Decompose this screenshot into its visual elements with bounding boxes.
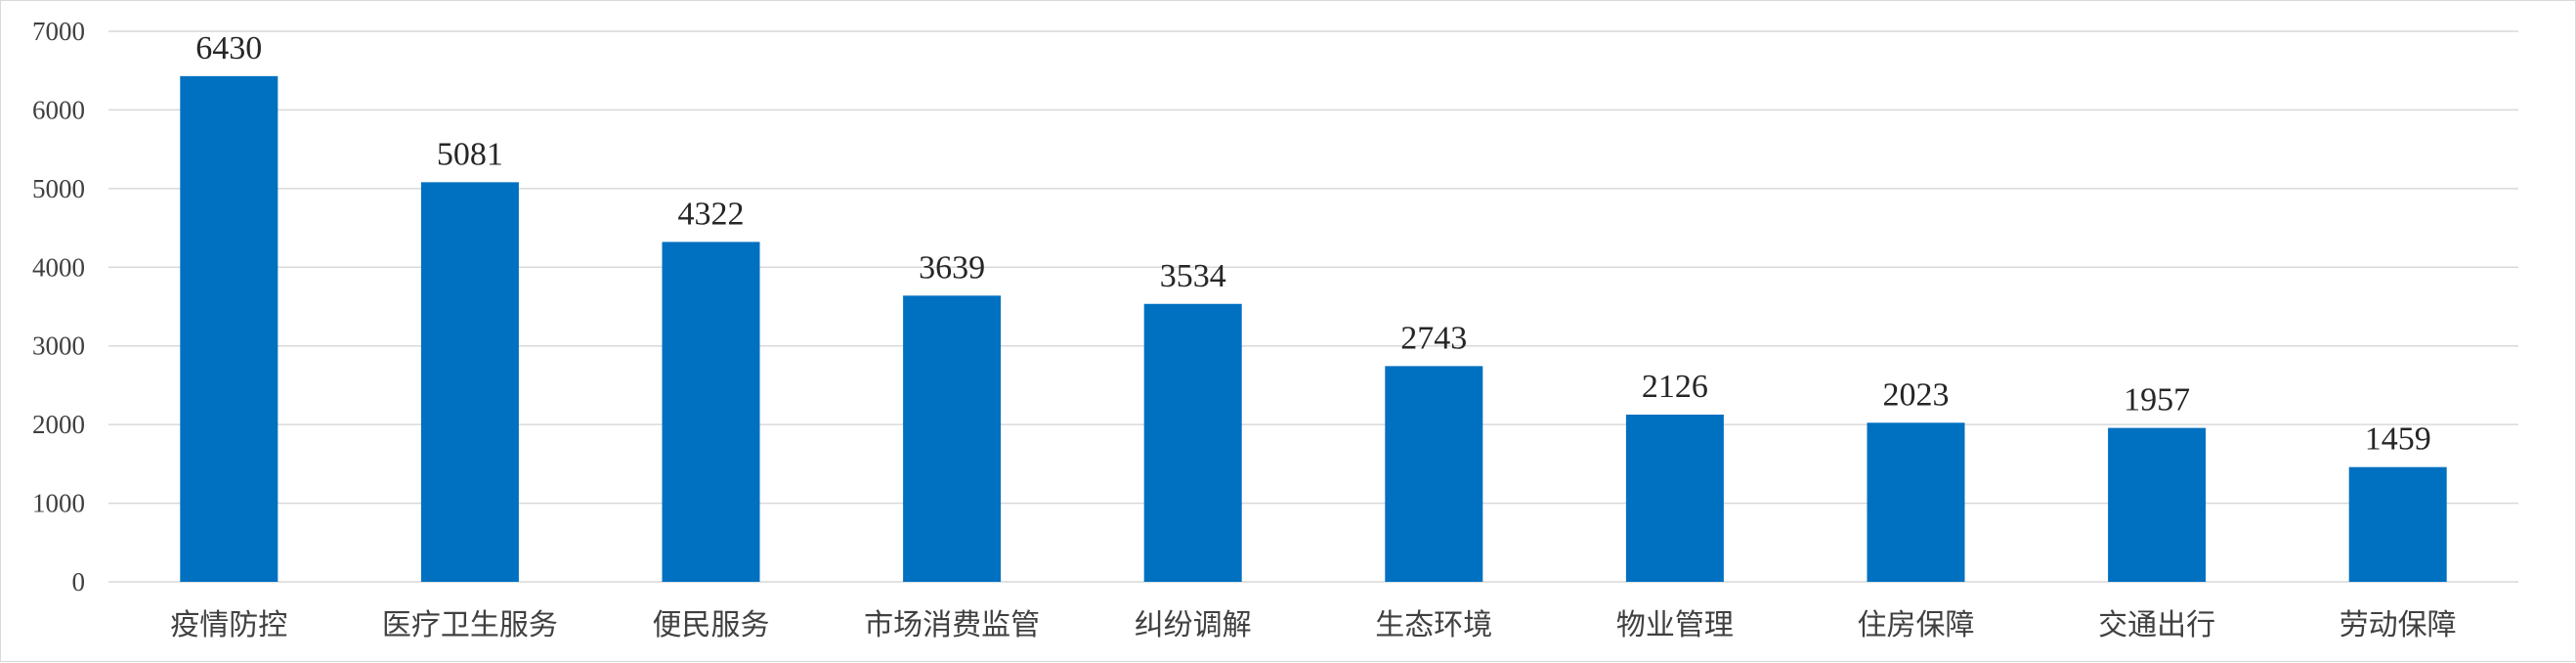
category-label: 交通出行 (2098, 608, 2215, 642)
bar (1625, 415, 1724, 582)
data-label: 2743 (1400, 320, 1467, 356)
y-tick-label: 3000 (32, 332, 85, 361)
data-label: 3534 (1160, 258, 1226, 294)
bar (1385, 366, 1483, 582)
data-label: 4322 (678, 196, 745, 232)
data-label: 6430 (195, 30, 262, 66)
y-tick-label: 6000 (32, 95, 85, 124)
category-label: 劳动保障 (2340, 608, 2457, 642)
data-label: 2126 (1642, 369, 1708, 405)
y-tick-label: 4000 (32, 252, 85, 282)
bar (1867, 422, 1965, 582)
category-label: 住房保障 (1858, 608, 1975, 642)
bar (2108, 427, 2207, 582)
category-label: 便民服务 (653, 608, 770, 642)
category-labels: 疫情防控 医疗卫生服务 便民服务 市场消费监管 纠纷调解 生态环境 物业管理 住房保障 交通出行… (170, 608, 2456, 642)
category-label: 医疗卫生服务 (382, 608, 558, 642)
category-label: 疫情防控 (170, 608, 287, 642)
y-axis-tick-labels: 0 1000 2000 3000 4000 5000 6000 7000 (32, 17, 85, 597)
bars (180, 75, 2447, 583)
category-label: 生态环境 (1375, 608, 1492, 642)
bar (180, 75, 279, 582)
data-label: 5081 (437, 136, 503, 172)
bar (903, 295, 1002, 582)
data-label: 1459 (2365, 421, 2431, 458)
data-label: 1957 (2124, 382, 2190, 419)
category-label: 市场消费监管 (864, 608, 1040, 642)
category-label: 物业管理 (1616, 608, 1734, 642)
data-labels: 6430 5081 4322 3639 3534 2743 2126 2023 1957 1459 (195, 30, 2430, 458)
y-tick-label: 1000 (32, 489, 85, 518)
y-tick-label: 0 (72, 567, 86, 597)
data-label: 2023 (1883, 376, 1950, 413)
bar (1143, 303, 1242, 582)
y-tick-label: 2000 (32, 410, 85, 439)
data-label: 3639 (919, 249, 985, 286)
bar (420, 182, 519, 583)
y-tick-label: 7000 (32, 17, 85, 46)
y-tick-label: 5000 (32, 174, 85, 203)
category-label: 纠纷调解 (1135, 608, 1252, 642)
bar (2348, 466, 2447, 582)
bar (662, 242, 760, 583)
